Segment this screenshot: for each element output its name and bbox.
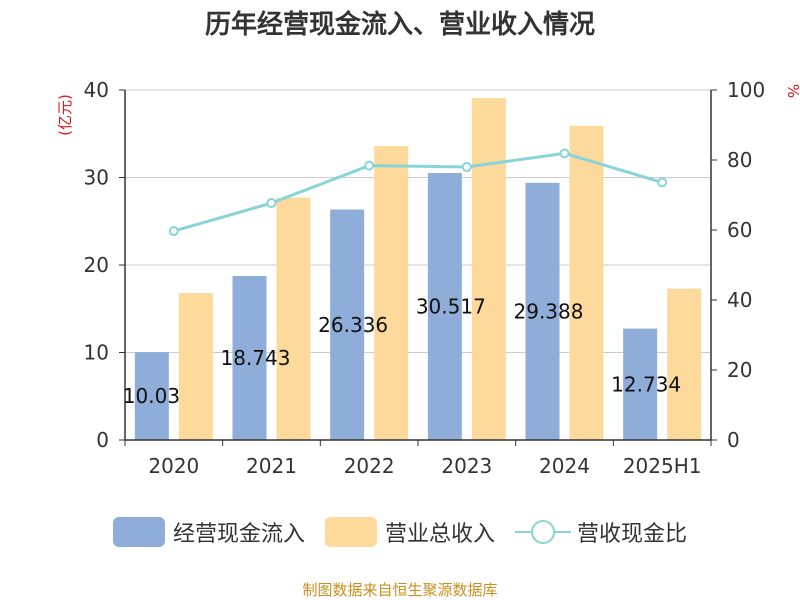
x-axis-tick-label: 2022 [344, 454, 395, 478]
ratio-point [266, 198, 277, 209]
right-axis-tick-label: 100 [727, 78, 765, 102]
ratio-point [364, 160, 375, 171]
right-axis-tick-label: 20 [727, 358, 752, 382]
legend: 经营现金流入 营业总收入 营收现金比 [0, 516, 800, 548]
legend-label-revenue: 营业总收入 [384, 522, 495, 547]
left-axis-tick-label: 10 [84, 341, 109, 365]
grid-lines [125, 89, 711, 353]
chart-title: 历年经营现金流入、营业收入情况 [204, 10, 595, 40]
right-axis-tick-label: 60 [727, 218, 752, 242]
legend-label-cash-inflow: 经营现金流入 [172, 522, 305, 547]
bar-cash-inflow [623, 328, 658, 440]
bar-revenue [374, 146, 409, 440]
legend-item-ratio[interactable]: 营收现金比 [515, 516, 687, 548]
left-axis-tick-label: 40 [84, 78, 109, 102]
left-axis-tick-label: 30 [84, 166, 109, 190]
x-axis-tick-label: 2023 [441, 454, 492, 478]
bar-cash-inflow [134, 352, 169, 440]
bar-revenue [276, 197, 311, 440]
legend-swatch-cash-inflow [112, 517, 165, 547]
axes: 0 10 20 30 40 0 20 40 60 80 100 2020 2021 2022 2023 202… [84, 78, 766, 478]
bar-revenue [569, 125, 604, 440]
bar-revenue [178, 293, 213, 440]
legend-label-ratio: 营收现金比 [577, 522, 688, 547]
x-axis-tick-label: 2020 [148, 454, 199, 478]
ratio-point [461, 162, 472, 172]
left-axis-unit: (亿元) [56, 94, 74, 136]
right-axis-tick-label: 80 [727, 148, 752, 172]
bar-cash-inflow [232, 275, 267, 440]
data-labels: 10.03 18.743 26.336 30.517 29.388 12.734 [123, 294, 681, 408]
data-label-cash-inflow: 29.388 [514, 299, 584, 323]
x-axis-tick-label: 2025H1 [623, 454, 702, 478]
bar-cash-inflow [525, 182, 560, 441]
ratio-line-group [168, 148, 668, 237]
bar-revenue [471, 97, 506, 440]
right-axis-tick-label: 0 [727, 428, 740, 452]
left-axis-tick-label: 0 [96, 428, 109, 452]
x-axis-tick-label: 2021 [246, 454, 297, 478]
ratio-point [657, 177, 668, 188]
data-label-cash-inflow: 10.03 [123, 384, 180, 408]
bar-cash-inflow [427, 172, 462, 440]
bar-revenue [667, 288, 702, 440]
right-axis-tick-label: 40 [727, 288, 752, 312]
data-label-cash-inflow: 30.517 [416, 294, 486, 318]
ratio-point [168, 226, 179, 237]
legend-swatch-revenue [324, 517, 377, 547]
ratio-line [173, 151, 663, 233]
data-label-cash-inflow: 12.734 [611, 372, 681, 396]
legend-item-cash-inflow[interactable]: 经营现金流入 [112, 516, 305, 548]
bar-group [134, 97, 702, 441]
data-label-cash-inflow: 26.336 [318, 313, 388, 337]
legend-line-marker-icon [515, 517, 571, 547]
right-axis-unit: % [784, 84, 800, 98]
data-label-cash-inflow: 18.743 [221, 346, 291, 370]
legend-item-revenue[interactable]: 营业总收入 [324, 516, 495, 548]
bar-cash-inflow [330, 209, 365, 440]
data-source-note: 制图数据来自恒生聚源数据库 [302, 581, 498, 599]
left-axis-tick-label: 20 [84, 253, 109, 277]
x-axis-tick-label: 2024 [539, 454, 590, 478]
ratio-point [559, 148, 570, 159]
